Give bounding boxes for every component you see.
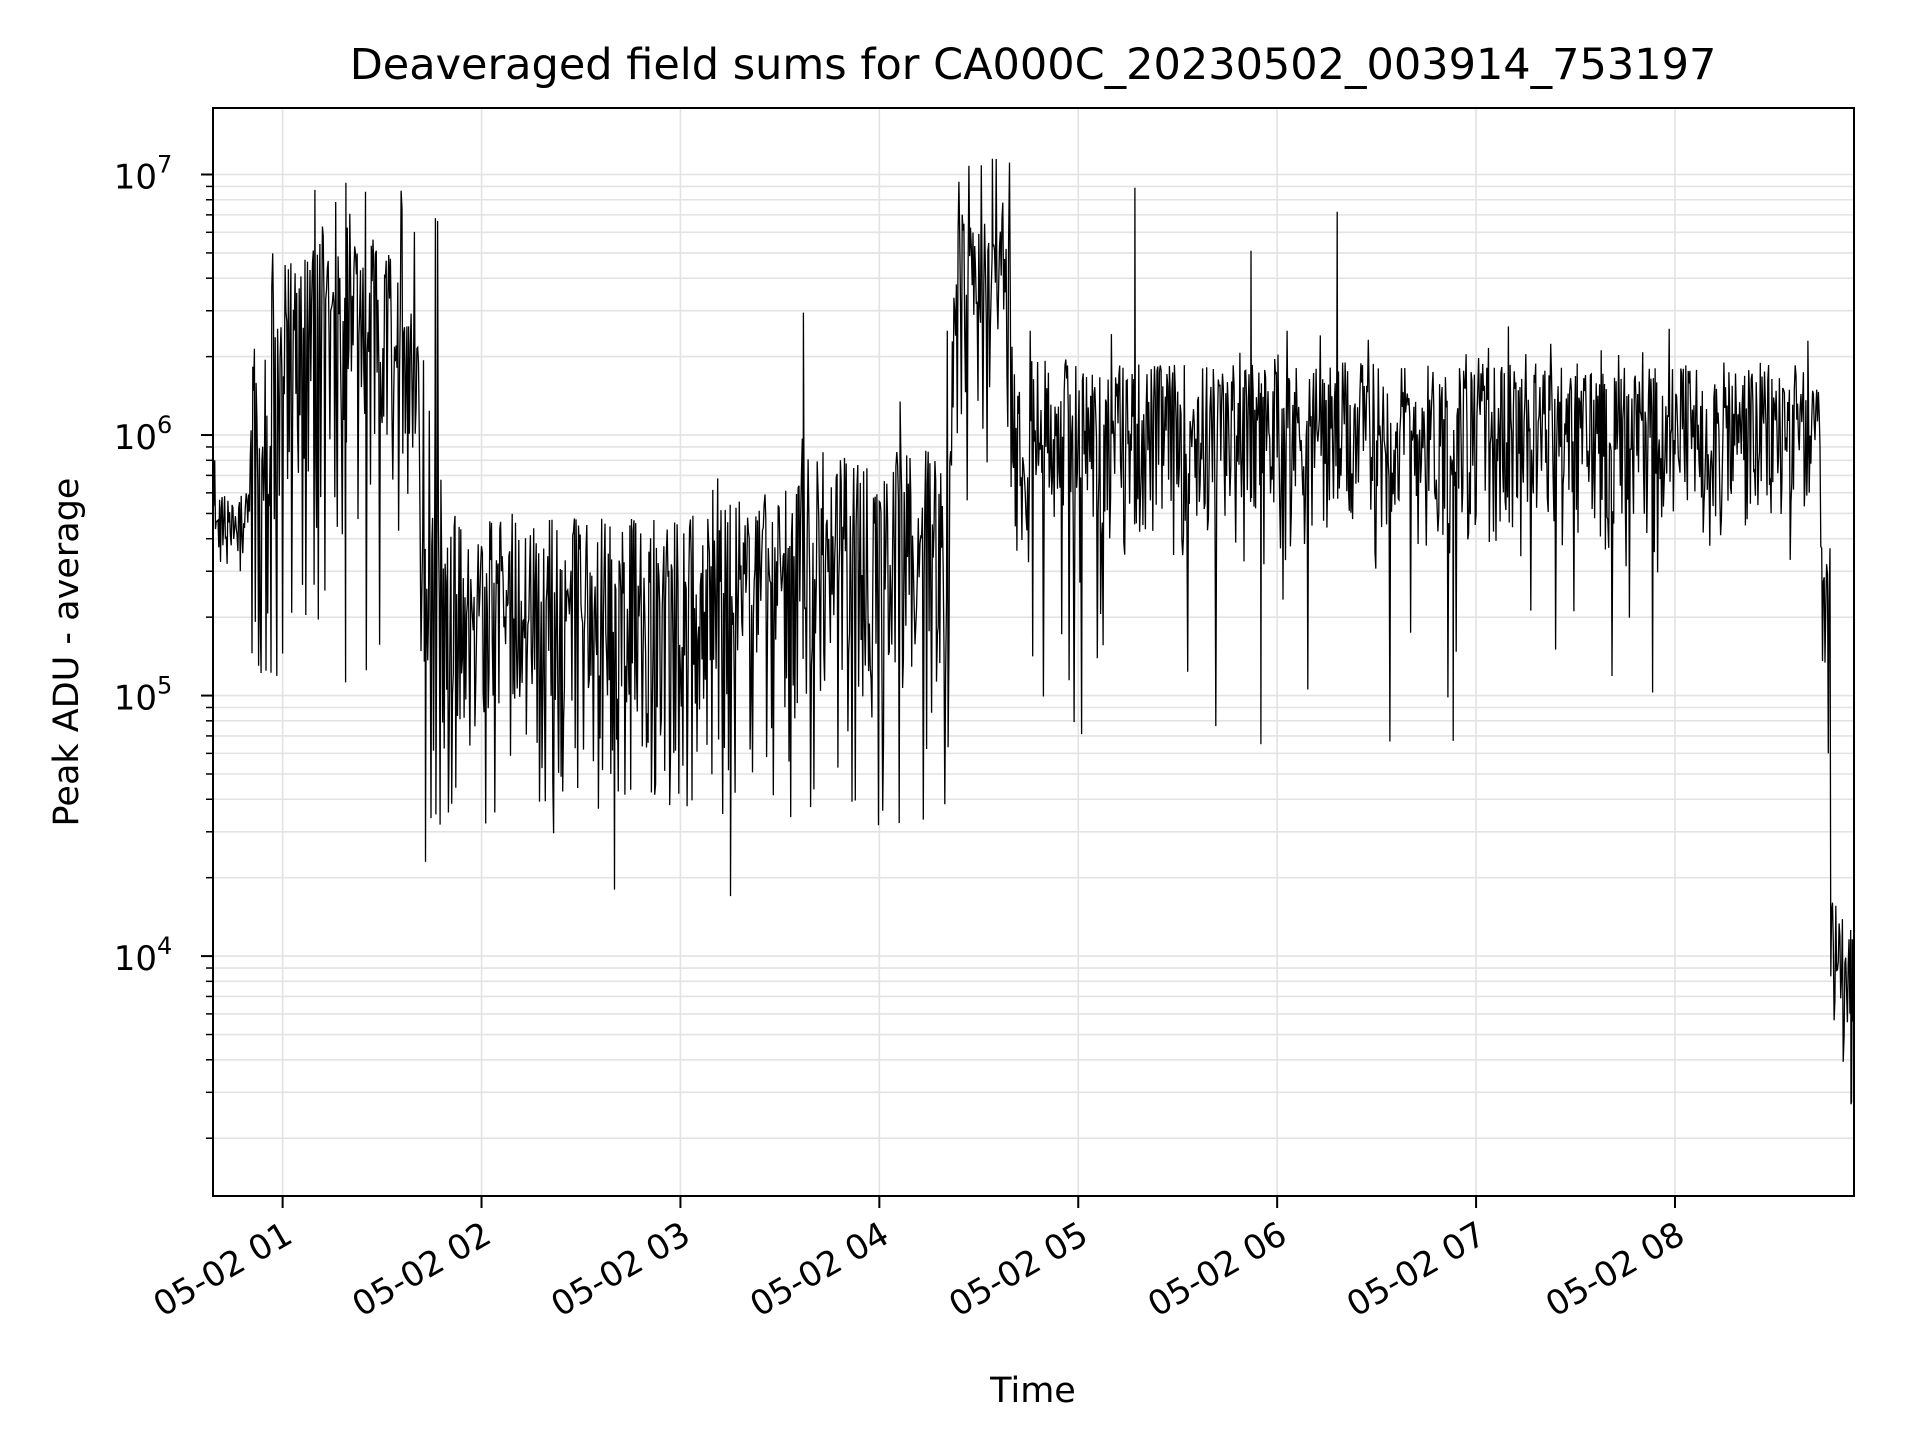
data-layer bbox=[212, 158, 1855, 1105]
y-tick-label: 104 bbox=[114, 932, 173, 979]
x-tick-label: 05-02 03 bbox=[545, 1214, 697, 1325]
x-tick-label: 05-02 01 bbox=[147, 1214, 299, 1325]
y-axis: 104 105 106 107 bbox=[114, 151, 213, 1139]
plot-frame bbox=[212, 107, 1855, 1197]
x-axis: 05-02 01 05-02 02 05-02 03 05-02 04 05-02 05… bbox=[147, 1196, 1691, 1325]
series-line bbox=[212, 158, 1855, 1105]
x-tick-label: 05-02 02 bbox=[346, 1214, 498, 1325]
y-tick-label: 105 bbox=[114, 672, 173, 719]
x-axis-title: Time bbox=[989, 1371, 1076, 1411]
x-tick-label: 05-02 04 bbox=[743, 1214, 895, 1325]
x-tick-label: 05-02 08 bbox=[1539, 1214, 1691, 1325]
chart-title: Deaveraged field sums for CA000C_2023050… bbox=[350, 40, 1717, 90]
x-tick-label: 05-02 05 bbox=[942, 1214, 1094, 1325]
y-tick-label: 107 bbox=[114, 151, 173, 198]
y-tick-label: 106 bbox=[114, 411, 173, 458]
y-axis-title: Peak ADU - average bbox=[47, 478, 87, 827]
x-tick-label: 05-02 06 bbox=[1141, 1214, 1293, 1325]
x-tick-label: 05-02 07 bbox=[1340, 1214, 1492, 1325]
